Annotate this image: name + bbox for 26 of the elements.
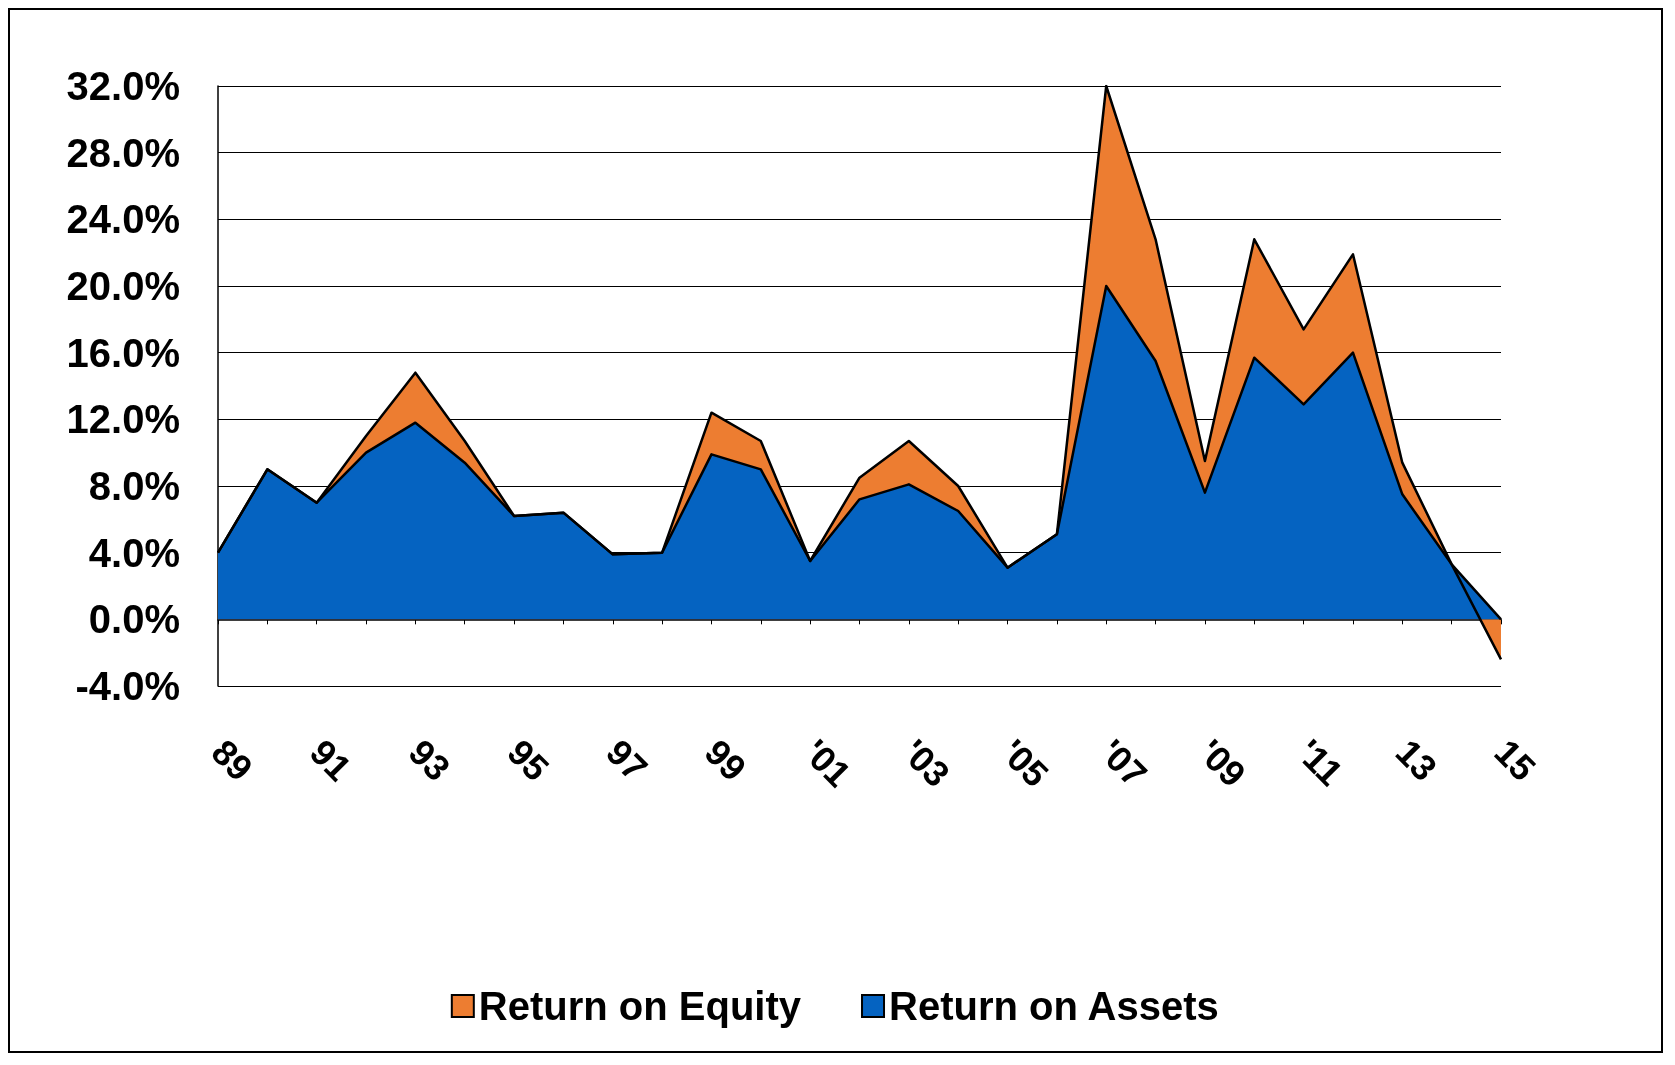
y-tick-label: -4.0%: [75, 664, 180, 708]
y-tick-label: 20.0%: [66, 264, 180, 308]
y-tick-label: 8.0%: [88, 464, 180, 508]
legend-label: Return on Assets: [889, 984, 1219, 1028]
x-tick-label: 99: [696, 731, 755, 789]
x-tick-label: '07: [1091, 731, 1156, 795]
y-tick-label: 24.0%: [66, 197, 180, 242]
x-tick-label: 93: [400, 731, 459, 789]
x-tick-label: 13: [1387, 731, 1446, 789]
x-tick-label: 97: [598, 731, 656, 789]
y-tick-label: 16.0%: [66, 330, 180, 375]
y-tick-label: 28.0%: [66, 130, 180, 175]
x-tick-label: 91: [302, 731, 360, 789]
x-tick-label: 95: [499, 731, 557, 789]
y-tick-label: 12.0%: [66, 397, 180, 442]
legend-label: Return on Equity: [478, 984, 802, 1028]
x-tick-label: '05: [993, 731, 1057, 795]
y-tick-label: 32.0%: [66, 64, 180, 108]
x-tick-label: '11: [1289, 731, 1352, 794]
x-tick-label: '09: [1190, 731, 1254, 795]
y-tick-label: 0.0%: [88, 597, 180, 642]
x-tick-label: 15: [1486, 731, 1544, 789]
y-tick-label: 4.0%: [88, 530, 180, 575]
x-tick-label: '01: [795, 731, 860, 795]
x-tick-label: '03: [894, 731, 958, 795]
x-tick-label: 89: [203, 731, 261, 789]
